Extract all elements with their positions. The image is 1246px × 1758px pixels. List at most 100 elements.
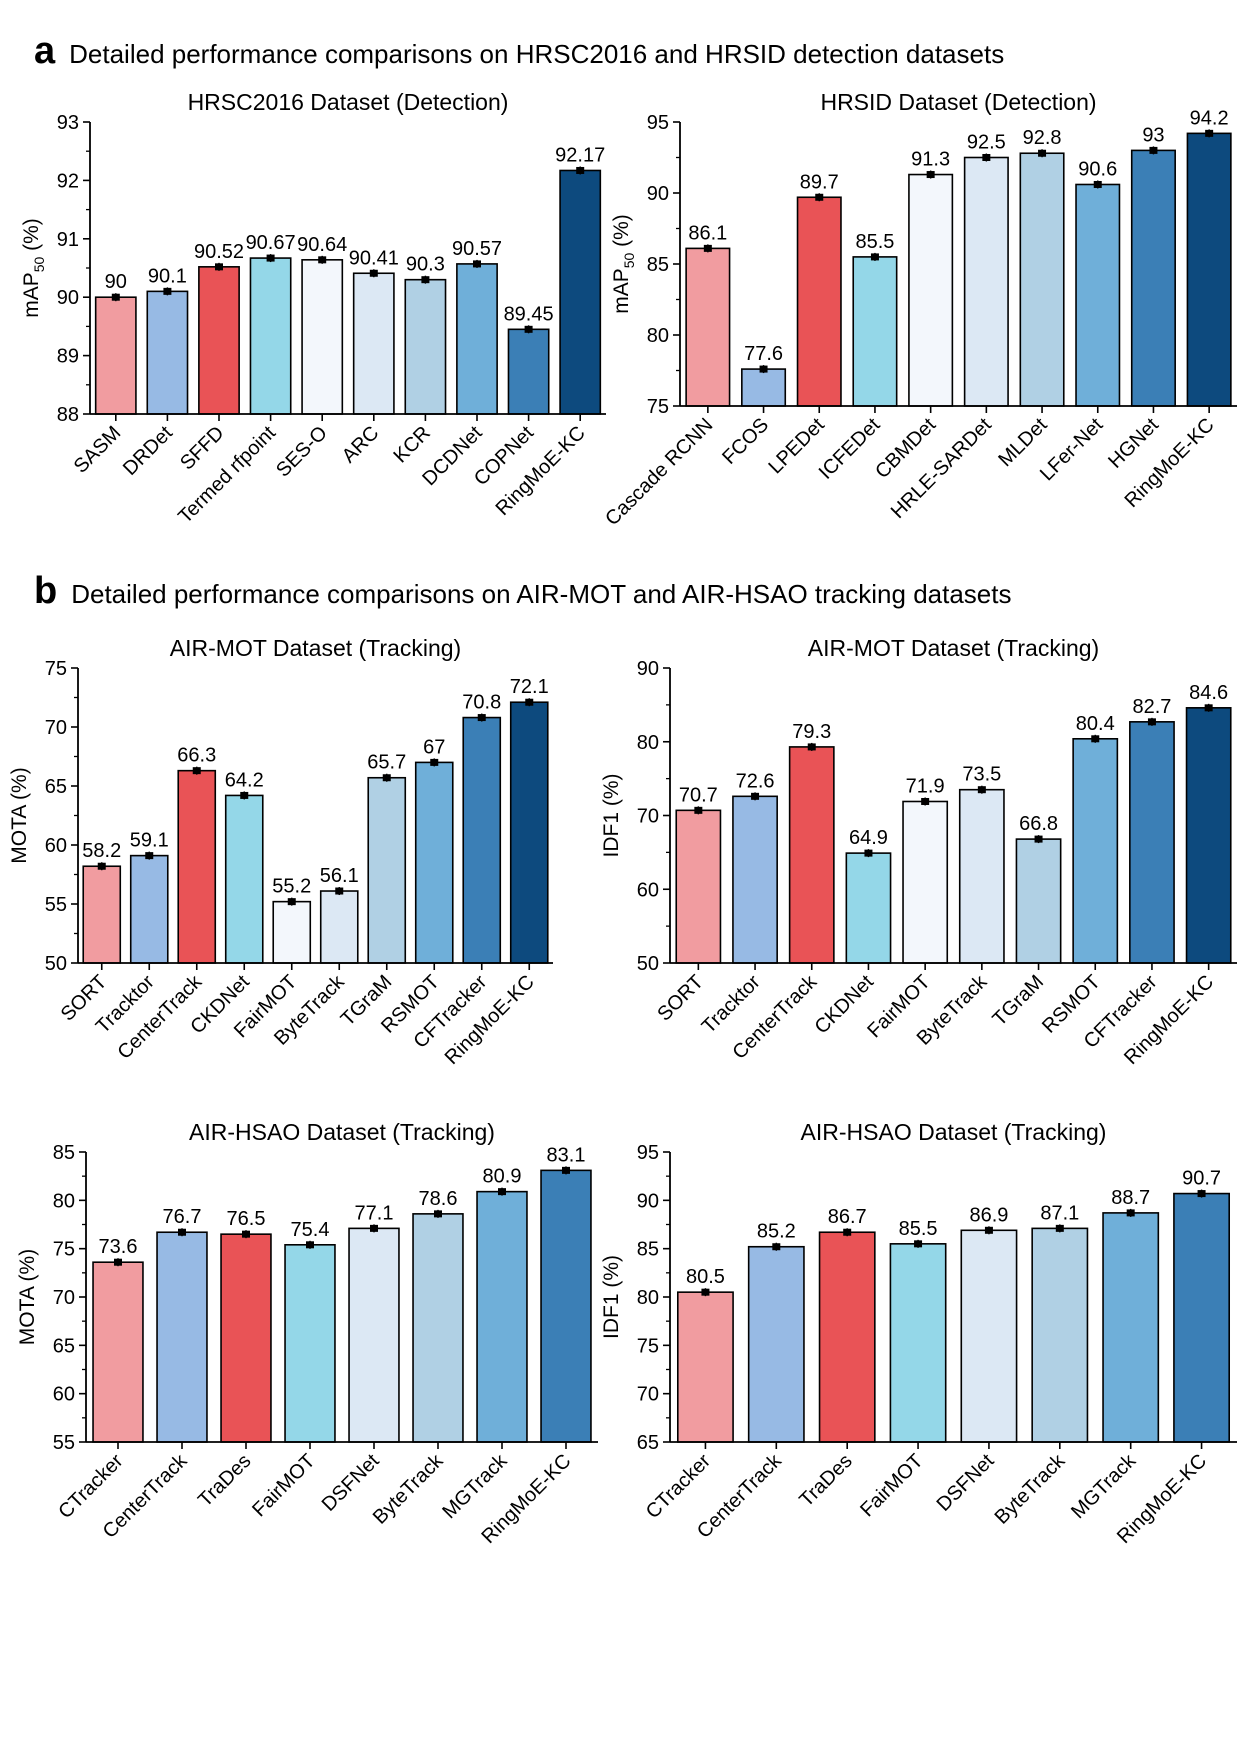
chart-3-bar-fairmot xyxy=(902,800,949,964)
airhsao-idf1-chart: AIR-HSAO Dataset (Tracking) IDF1 (%) 65 70 7… xyxy=(600,1119,1237,1548)
chart-1-error-bar-marker xyxy=(926,171,935,179)
chart-5-y-axis-label-main: IDF1 xyxy=(600,1293,623,1339)
chart-1-bar-fcos xyxy=(741,368,787,407)
chart-3-value-label: 72.6 xyxy=(736,770,775,792)
chart-0-y-axis-label-sub: 50 xyxy=(31,256,47,272)
chart-5-y-tick-label: 90 xyxy=(637,1190,659,1212)
chart-1-error-bar-marker xyxy=(815,193,824,201)
chart-1-x-tick-label: FCOS xyxy=(718,414,773,469)
chart-5-x-tick-label: MGTrack xyxy=(1067,1449,1141,1523)
chart-0-y-tick-label: 91 xyxy=(57,229,79,251)
chart-3-error-bar-marker xyxy=(694,806,703,814)
hrsid-detection-chart: HRSID Dataset (Detection) mAP50 (%) 75 80 85… xyxy=(601,89,1237,530)
chart-0-y-axis-label-main: mAP xyxy=(20,272,43,318)
chart-1-bar-hrle-sardet xyxy=(963,156,1009,407)
chart-2-value-label: 59.1 xyxy=(130,830,169,852)
chart-4-value-label: 76.7 xyxy=(163,1206,202,1228)
chart-3-bar-sort xyxy=(675,809,722,964)
chart-2-error-bar-marker xyxy=(240,791,249,799)
chart-3-bar-ringmoe-kc xyxy=(1185,707,1232,964)
section-b-letter: b xyxy=(34,570,58,612)
chart-5-bar-centertrack xyxy=(747,1245,805,1443)
chart-4-bar-trades xyxy=(220,1233,272,1443)
chart-4-error-bar-marker xyxy=(114,1258,122,1266)
chart-5-value-label: 90.7 xyxy=(1182,1168,1221,1190)
chart-1-error-bar-marker xyxy=(759,365,768,373)
chart-3-bar-ckdnet xyxy=(845,852,892,964)
chart-0-error-bar-marker xyxy=(266,254,275,262)
chart-2-y-tick-label: 75 xyxy=(45,658,67,680)
chart-1-y-tick-label: 90 xyxy=(647,183,669,205)
section-a-letter: a xyxy=(34,30,56,72)
chart-2-y-axis-label: MOTA (%) xyxy=(8,767,31,863)
airmot-idf1-chart: AIR-MOT Dataset (Tracking) IDF1 (%) 50 60 70… xyxy=(600,635,1237,1069)
chart-5-bar-fairmot xyxy=(889,1243,947,1443)
chart-1-x-tick-label: LFer-Net xyxy=(1036,414,1108,486)
chart-1-x-tick-label: HRLE-SARDet xyxy=(887,414,996,523)
chart-3-bar-rsmot xyxy=(1072,738,1119,964)
chart-2-y-tick-label: 65 xyxy=(45,776,67,798)
chart-4-y-axis-label-unit: (%) xyxy=(16,1249,39,1288)
chart-0-bar-ringmoe-kc xyxy=(559,169,602,415)
chart-0-value-label: 90.3 xyxy=(406,254,445,276)
chart-2-y-tick-label: 55 xyxy=(45,894,67,916)
chart-5-y-tick-label: 80 xyxy=(637,1287,659,1309)
chart-1-y-axis-label-main: mAP xyxy=(610,268,633,314)
chart-0-y-tick-label: 90 xyxy=(57,287,79,309)
chart-3-value-label: 80.4 xyxy=(1076,713,1115,735)
chart-2-bar-rsmot xyxy=(414,761,454,964)
chart-1-value-label: 91.3 xyxy=(911,149,950,171)
chart-2-value-label: 64.2 xyxy=(225,769,264,791)
chart-3-bar-tracktor xyxy=(732,795,778,964)
section-b-header: b Detailed performance comparisons on AI… xyxy=(34,570,1011,613)
chart-3-y-axis-label-unit: (%) xyxy=(600,773,623,812)
section-a-title: Detailed performance comparisons on HRSC… xyxy=(69,39,1005,69)
chart-1-value-label: 93 xyxy=(1142,124,1164,146)
chart-4-y-tick-label: 60 xyxy=(53,1384,75,1406)
chart-5-bar-dsfnet xyxy=(960,1229,1018,1443)
chart-0-value-label: 89.45 xyxy=(504,303,554,325)
chart-2-bar-tgram xyxy=(367,776,407,964)
chart-3-bar-bytetrack xyxy=(958,788,1005,964)
chart-4-error-bar-marker xyxy=(306,1241,314,1249)
chart-2-y-tick-label: 70 xyxy=(45,717,67,739)
chart-4-bar-mgtrack xyxy=(476,1190,528,1443)
chart-3-value-label: 70.7 xyxy=(679,784,718,806)
chart-0-error-bar-marker xyxy=(318,256,327,264)
chart-5-y-tick-label: 85 xyxy=(637,1239,659,1261)
chart-1-y-tick-label: 80 xyxy=(647,325,669,347)
chart-5-y-axis-label-unit: (%) xyxy=(600,1255,623,1294)
chart-2-value-label: 58.2 xyxy=(82,840,121,862)
section-b-title: Detailed performance comparisons on AIR-… xyxy=(71,579,1012,609)
chart-2-bar-ckdnet xyxy=(224,794,264,964)
chart-3-value-label: 82.7 xyxy=(1132,696,1171,718)
chart-1-y-tick-label: 85 xyxy=(647,254,669,276)
chart-3-value-label: 66.8 xyxy=(1019,813,1058,835)
chart-0-y-tick-label: 89 xyxy=(57,346,79,368)
chart-0-bar-arc xyxy=(352,272,395,415)
hrsc2016-detection-chart: HRSC2016 Dataset (Detection) mAP50 (%) 88 8… xyxy=(20,89,606,528)
chart-5-x-tick-label: DSFNet xyxy=(933,1450,999,1516)
chart-0-title: HRSC2016 Dataset (Detection) xyxy=(188,89,509,115)
chart-4-title: AIR-HSAO Dataset (Tracking) xyxy=(189,1119,495,1145)
chart-3-error-bar-marker xyxy=(1147,718,1156,726)
chart-5-value-label: 85.5 xyxy=(899,1218,938,1240)
chart-2-title: AIR-MOT Dataset (Tracking) xyxy=(170,635,461,661)
chart-0-y-tick-label: 93 xyxy=(57,112,79,134)
chart-4-x-tick-label: DSFNet xyxy=(318,1450,384,1516)
chart-5-error-bar-marker xyxy=(914,1240,923,1248)
chart-1-y-axis-label-sub: 50 xyxy=(621,252,637,268)
chart-4-y-tick-label: 85 xyxy=(53,1142,75,1164)
chart-1-value-label: 77.6 xyxy=(744,343,783,365)
chart-1-x-tick-label: ICFEDet xyxy=(815,414,885,484)
chart-2-error-bar-marker xyxy=(335,887,344,895)
chart-0-y-tick-label: 92 xyxy=(57,170,79,192)
chart-2-value-label: 65.7 xyxy=(367,752,406,774)
chart-1-bar-cbmdet xyxy=(908,173,954,407)
chart-2-bar-fairmot xyxy=(272,900,312,964)
chart-2-bar-bytetrack xyxy=(319,890,359,964)
chart-0-x-tick-label: DRDet xyxy=(119,422,177,480)
chart-3-error-bar-marker xyxy=(1034,835,1043,843)
chart-1-bar-ringmoe-kc xyxy=(1186,132,1232,407)
chart-4-x-tick-label: TraDes xyxy=(194,1450,255,1511)
